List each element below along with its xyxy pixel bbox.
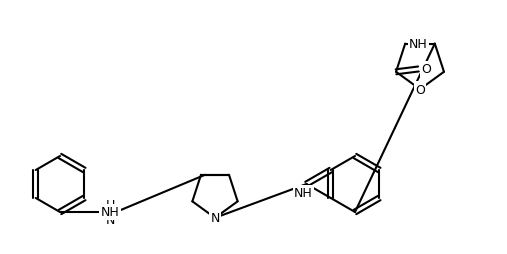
Text: O: O — [421, 63, 431, 76]
Text: O: O — [415, 83, 425, 96]
Text: N: N — [210, 212, 220, 225]
Text: NH: NH — [409, 38, 428, 51]
Text: NH: NH — [409, 38, 428, 51]
Text: NH: NH — [100, 206, 119, 219]
Text: O: O — [415, 83, 425, 96]
Text: NH: NH — [100, 206, 119, 219]
Text: NH: NH — [294, 189, 313, 202]
Text: H
N: H N — [105, 198, 115, 226]
Text: O: O — [421, 63, 431, 76]
Text: N: N — [210, 212, 220, 225]
Text: NH: NH — [294, 186, 313, 199]
